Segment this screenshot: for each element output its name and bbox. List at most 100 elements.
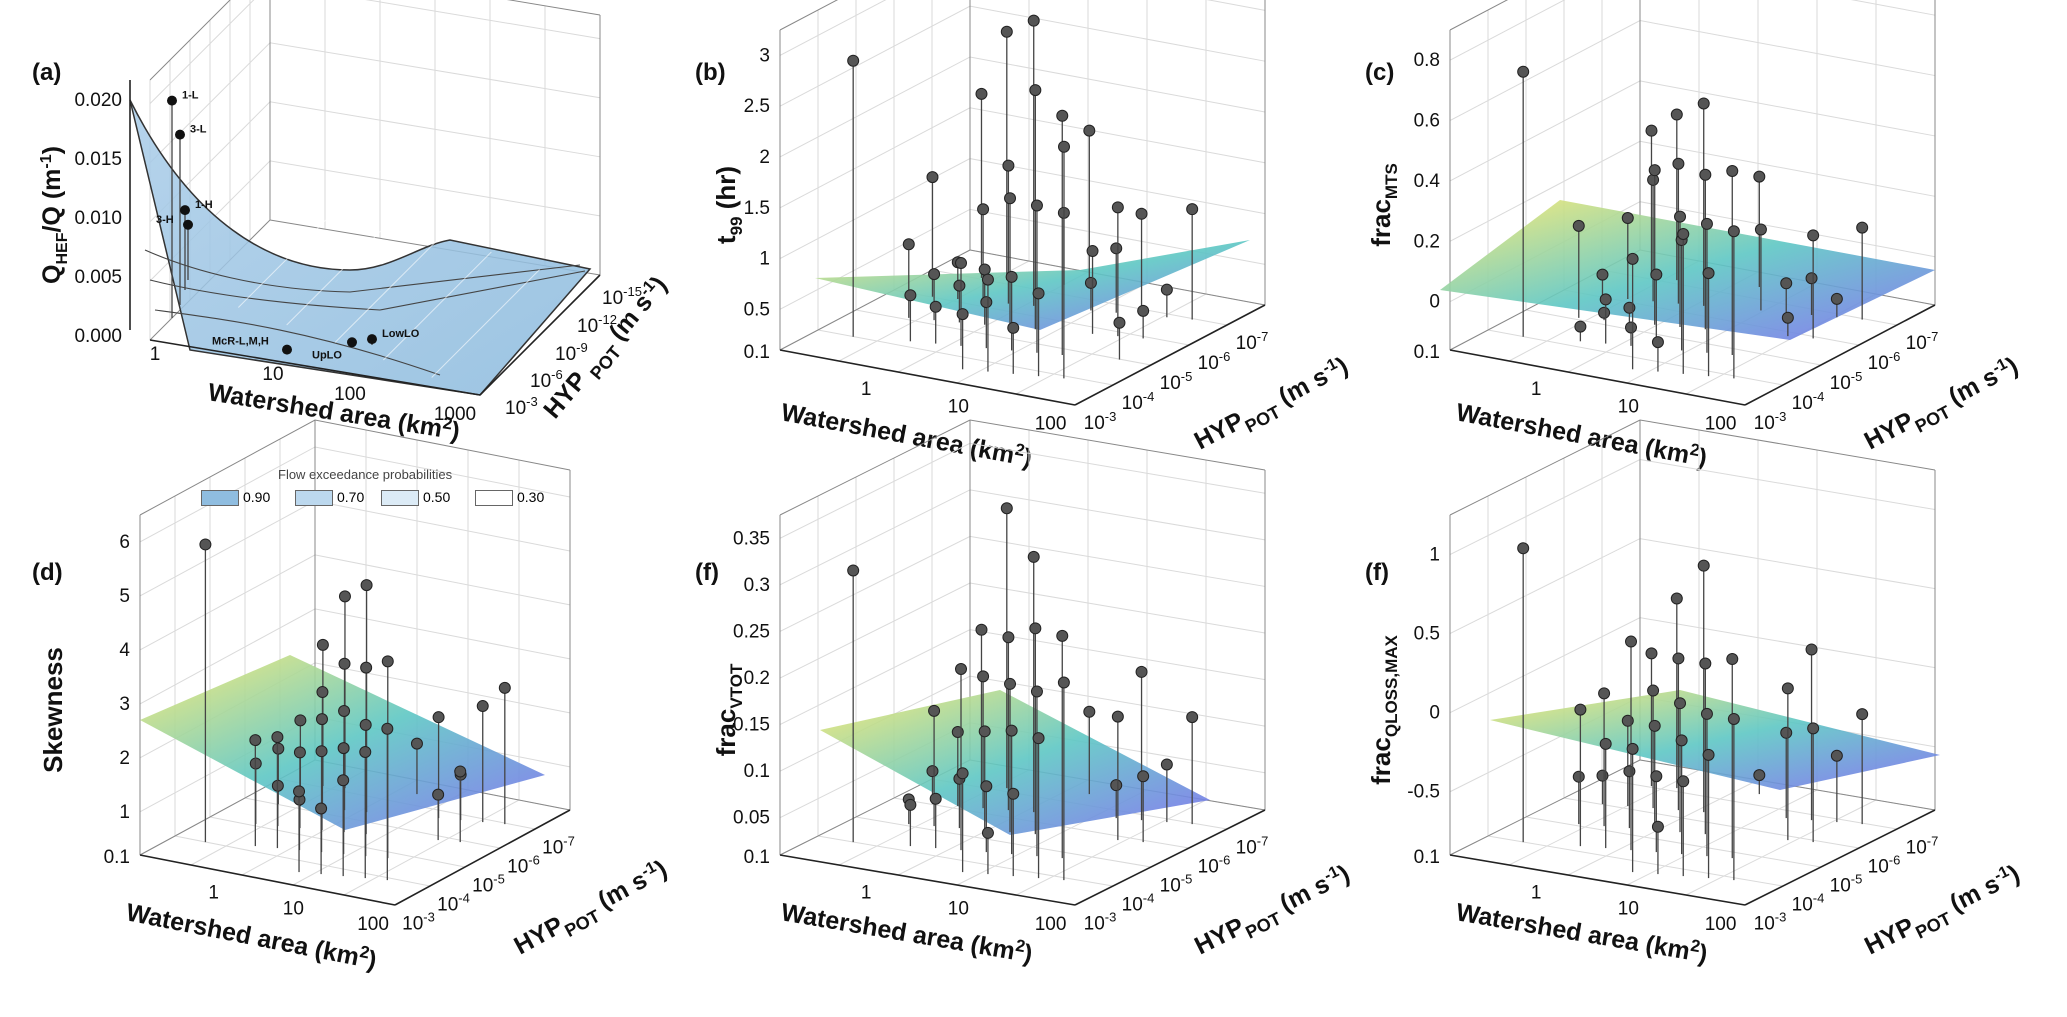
- z-tick-label: 0.015: [74, 149, 122, 170]
- z-axis-label: Skewness: [38, 647, 68, 773]
- panel-label: (a): [32, 59, 61, 86]
- data-point: [980, 780, 993, 793]
- x-tick-label: 10: [1618, 898, 1639, 919]
- y-tick-label: 10-5: [1160, 872, 1193, 897]
- data-point: [1674, 697, 1687, 710]
- point-label: 1-H: [195, 199, 213, 211]
- data-point: [1599, 293, 1612, 306]
- data-point: [1572, 219, 1585, 232]
- data-point: [1032, 732, 1045, 745]
- fit-plane: [1440, 200, 1935, 340]
- y-tick-label: 10-3: [505, 394, 538, 419]
- z-tick-label: 0.2: [1414, 231, 1440, 252]
- data-point: [1083, 705, 1096, 718]
- panel-b: 3 2.5 2 1.5 1 0.5 0.1 1 10 100 10-310-410-510-610-…: [695, 0, 1353, 473]
- data-point: [1626, 742, 1639, 755]
- panel-label: (f): [695, 559, 719, 586]
- data-point: [249, 734, 262, 747]
- x-tick-label: 100: [1035, 914, 1067, 935]
- y-axis-line: [1744, 304, 1936, 406]
- data-point: [1625, 635, 1638, 648]
- data-point: [1000, 502, 1013, 515]
- data-point: [381, 655, 394, 668]
- z-axis-label: fracVTOT: [711, 663, 746, 756]
- y-tick-label: 10-15: [602, 284, 642, 309]
- data-point: [1647, 173, 1660, 186]
- y-tick-label: 10-6: [507, 853, 540, 878]
- y-tick-label: 10-12: [577, 312, 617, 337]
- data-point: [1700, 707, 1713, 720]
- y-axis-line: [1744, 809, 1936, 906]
- z-tick-label: 0.1: [744, 342, 770, 363]
- data-point: [1517, 542, 1530, 555]
- data-point: [1753, 769, 1766, 782]
- data-point: [1697, 97, 1710, 110]
- z-tick-label: -0.5: [1407, 782, 1440, 803]
- y-tick-label: 10-4: [1122, 891, 1155, 916]
- exceedance-curve: [149, 270, 586, 311]
- x-tick-label: 100: [1035, 414, 1067, 435]
- x-tick-label: 10: [283, 898, 304, 919]
- grid-line: [1525, 816, 1822, 868]
- data-point: [476, 700, 489, 713]
- z-axis-label: QHEF/Q (m-1): [38, 146, 71, 284]
- grid-line: [174, 835, 431, 887]
- x-axis-line: [1449, 349, 1746, 406]
- z-tick-label: 0.000: [74, 326, 122, 347]
- data-point: [981, 826, 994, 839]
- panel-a: 1-L 3-L 1-H 3-H McR-L,M,H UpLO LowLO 0.020 0.015…: [32, 0, 673, 446]
- data-point: [1670, 108, 1683, 121]
- data-point: [1007, 787, 1020, 800]
- panel-label: (c): [1365, 59, 1394, 86]
- x-tick-label: 1000: [434, 404, 476, 425]
- data-point: [1830, 749, 1843, 762]
- grid-line: [1563, 797, 1860, 849]
- surface-grid: [382, 251, 492, 361]
- z-tick-label: 0: [1429, 703, 1440, 724]
- grid-line: [855, 816, 1152, 868]
- data-point: [975, 623, 988, 636]
- legend-swatch-2: [381, 490, 419, 506]
- x-tick-label: 1: [1531, 883, 1542, 904]
- data-point: [1135, 207, 1148, 220]
- data-point: [1083, 124, 1096, 137]
- grid-line: [817, 835, 1114, 887]
- grid-line: [244, 797, 501, 849]
- data-point: [1029, 622, 1042, 635]
- y-tick-label: 10-4: [1122, 389, 1155, 414]
- z-tick-label: 0.005: [74, 267, 122, 288]
- y-tick-label: 10-5: [1830, 369, 1863, 394]
- data-point: [337, 774, 350, 787]
- panel-label: (f): [1365, 559, 1389, 586]
- data-point: [272, 742, 285, 755]
- y-tick-label: 10-4: [1792, 389, 1825, 414]
- data-point: [1807, 229, 1820, 242]
- data-point: [183, 219, 193, 230]
- y-tick-label: 10-3: [1754, 409, 1787, 434]
- data-point: [1057, 676, 1070, 689]
- fit-plane: [815, 240, 1250, 330]
- data-point: [1651, 336, 1664, 349]
- x-tick-label: 1: [1531, 379, 1542, 400]
- y-tick-label: 10-6: [1868, 349, 1901, 374]
- x-tick-label: 10: [1618, 396, 1639, 417]
- y-tick-label: 10-6: [530, 367, 563, 392]
- z-tick-label: 0.25: [733, 621, 770, 642]
- grid-line: [149, 101, 601, 223]
- legend-title: Flow exceedance probabilities: [278, 467, 453, 482]
- data-point: [1004, 192, 1017, 205]
- grid-line: [1487, 329, 1784, 386]
- grid-line: [779, 0, 1266, 56]
- data-point: [175, 129, 185, 140]
- grid-line: [1601, 778, 1898, 830]
- grid-line: [1487, 835, 1784, 887]
- legend-label-1: 0.70: [337, 489, 365, 505]
- data-point: [1005, 270, 1018, 283]
- data-point: [1574, 320, 1587, 333]
- z-tick-label: 6: [119, 532, 130, 553]
- data-point: [904, 289, 917, 302]
- data-point: [199, 538, 212, 551]
- z-tick-label: 1: [1429, 545, 1440, 566]
- data-point: [432, 788, 445, 801]
